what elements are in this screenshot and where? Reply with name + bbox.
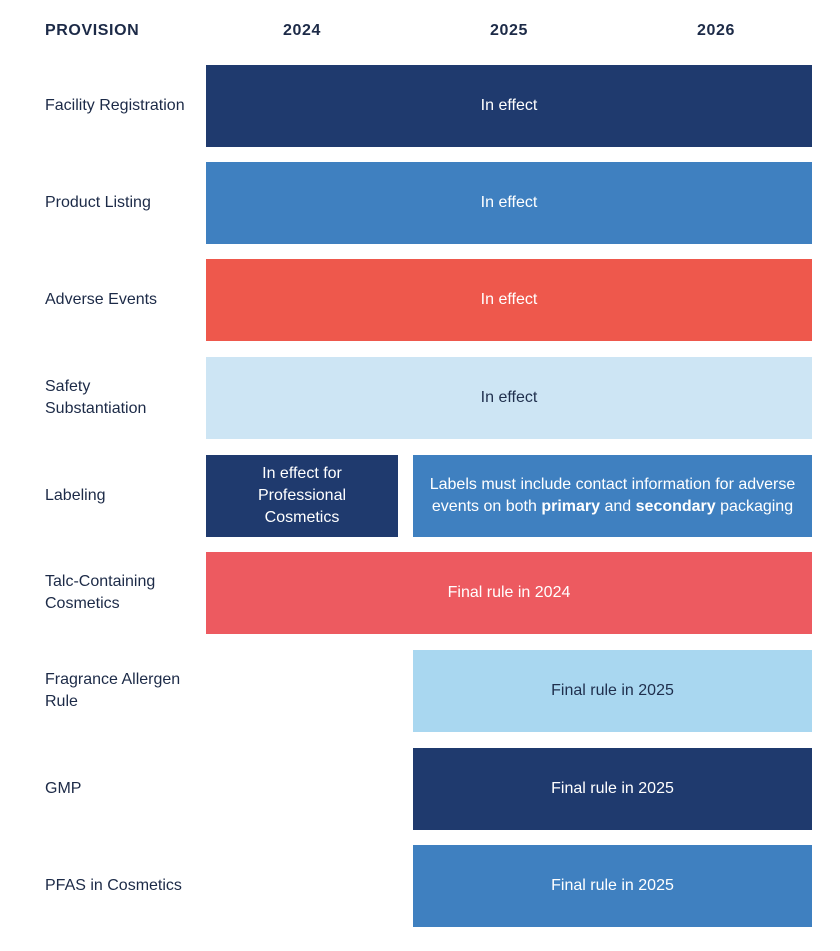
bar-text: Final rule in 2025	[551, 682, 674, 699]
timeline-bar-labeling-contact-info: Labels must include contact information …	[413, 455, 812, 537]
timeline-bar-adverse-events: In effect	[206, 259, 812, 341]
row-label-product-listing: Product Listing	[45, 194, 151, 211]
row-label-facility-registration: Facility Registration	[45, 97, 185, 114]
bar-text: In effect for Professional Cosmetics	[257, 465, 347, 526]
timeline-bar-fragrance-allergen-rule: Final rule in 2025	[413, 650, 812, 732]
row-label-fragrance-allergen-rule: Fragrance Allergen Rule	[45, 671, 181, 710]
bar-text: In effect	[480, 194, 538, 211]
provision-header: PROVISION	[45, 22, 140, 39]
row-label-talc-containing-cosmetics: Talc-Containing Cosmetics	[45, 573, 156, 612]
row-label-labeling: Labeling	[45, 487, 106, 504]
timeline-bar-talc-containing-cosmetics: Final rule in 2024	[206, 552, 812, 634]
row-label-adverse-events: Adverse Events	[45, 291, 158, 308]
bar-text: Final rule in 2025	[551, 877, 674, 894]
timeline-bar-labeling-professional: In effect for Professional Cosmetics	[206, 455, 398, 537]
year-header-2026: 2026	[697, 22, 735, 39]
row-label-gmp: GMP	[45, 780, 82, 797]
year-header-2025: 2025	[490, 22, 528, 39]
bar-text: Final rule in 2025	[551, 780, 674, 797]
bar-text: In effect	[480, 97, 538, 114]
bar-text: Final rule in 2024	[447, 584, 571, 601]
bar-text: Labels must include contact information …	[429, 476, 796, 515]
timeline-bar-product-listing: In effect	[206, 162, 812, 244]
timeline-bar-pfas-in-cosmetics: Final rule in 2025	[413, 845, 812, 927]
bar-text: In effect	[480, 389, 538, 406]
timeline-bar-safety-substantiation: In effect	[206, 357, 812, 439]
timeline-bar-facility-registration: In effect	[206, 65, 812, 147]
row-label-safety-substantiation: Safety Substantiation	[45, 378, 147, 417]
bar-text: In effect	[480, 291, 538, 308]
row-label-pfas-in-cosmetics: PFAS in Cosmetics	[45, 877, 182, 894]
year-header-2024: 2024	[283, 22, 321, 39]
timeline-bar-gmp: Final rule in 2025	[413, 748, 812, 830]
